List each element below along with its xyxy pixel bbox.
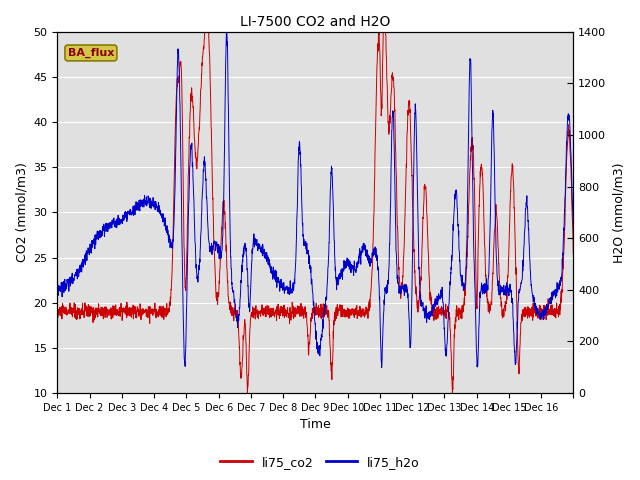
Y-axis label: CO2 (mmol/m3): CO2 (mmol/m3) <box>15 162 28 262</box>
li75_co2 <box>500 312 508 318</box>
Y-axis label: H2O (mmol/m3): H2O (mmol/m3) <box>612 162 625 263</box>
X-axis label: Time: Time <box>300 419 331 432</box>
li75_h2o <box>216 248 224 253</box>
li75_h2o <box>471 283 479 288</box>
li75_h2o <box>570 232 577 238</box>
Line: li75_co2: li75_co2 <box>58 32 573 393</box>
li75_co2 <box>563 157 570 163</box>
li75_co2 <box>105 312 113 318</box>
li75_co2 <box>471 205 479 211</box>
li75_co2 <box>244 390 252 396</box>
Title: LI-7500 CO2 and H2O: LI-7500 CO2 and H2O <box>240 15 390 29</box>
li75_co2 <box>347 307 355 313</box>
li75_h2o <box>378 365 385 371</box>
Text: BA_flux: BA_flux <box>68 48 114 58</box>
li75_h2o <box>346 260 354 266</box>
li75_h2o <box>563 139 570 145</box>
li75_co2 <box>201 29 209 35</box>
Legend: li75_co2, li75_h2o: li75_co2, li75_h2o <box>215 451 425 474</box>
li75_h2o <box>500 286 508 291</box>
li75_h2o <box>54 283 61 288</box>
Line: li75_h2o: li75_h2o <box>58 33 573 368</box>
li75_co2 <box>54 304 61 310</box>
li75_co2 <box>570 252 577 258</box>
li75_h2o <box>105 225 113 230</box>
li75_co2 <box>217 257 225 263</box>
li75_h2o <box>223 30 230 36</box>
